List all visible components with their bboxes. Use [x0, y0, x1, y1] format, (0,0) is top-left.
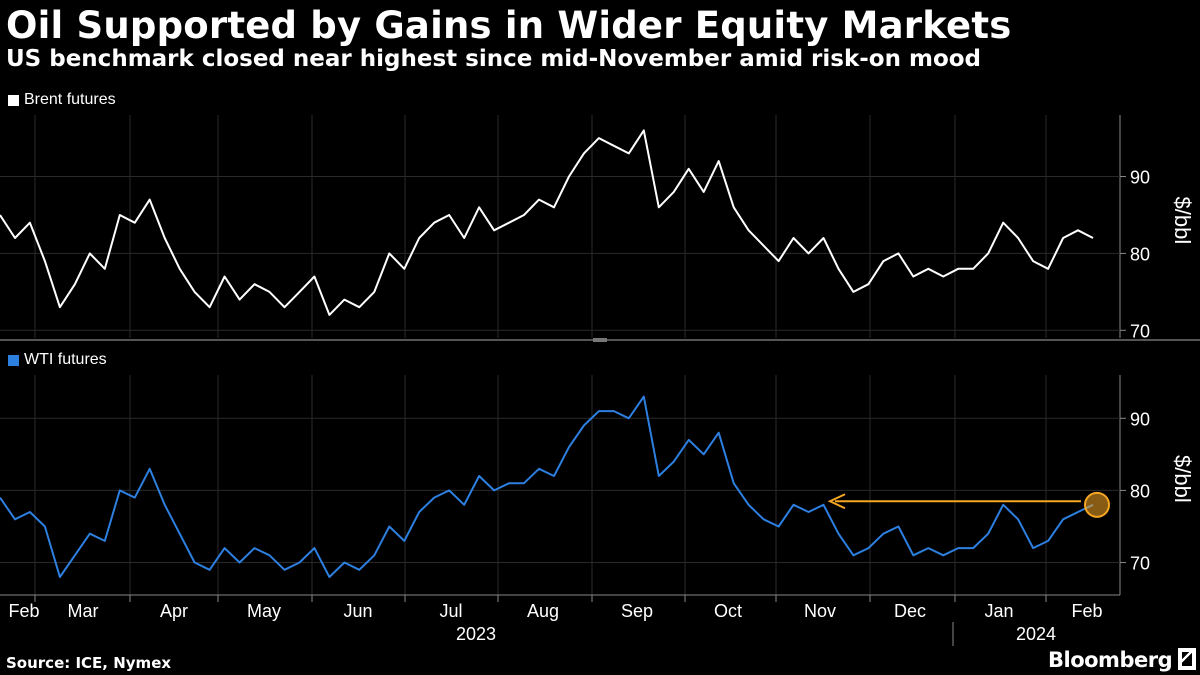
y-tick-label: 90 [1130, 168, 1150, 188]
x-tick-label: Jan [984, 601, 1013, 621]
series-line [0, 395, 1094, 578]
x-tick-label: Mar [68, 601, 99, 621]
bloomberg-mark-icon [1178, 648, 1196, 670]
x-tick-label: Dec [894, 601, 926, 621]
legend-wti: WTI futures [8, 351, 107, 369]
annotation-arrow-head [827, 493, 846, 510]
y-tick-label: 80 [1130, 244, 1150, 264]
x-tick-label: Nov [804, 601, 836, 621]
x-tick-label: Jul [439, 601, 462, 621]
x-tick-label: Aug [527, 601, 559, 621]
source-note: Source: ICE, Nymex [6, 654, 172, 672]
y-axis-label: $/bbl [1170, 197, 1195, 245]
chart-title: Oil Supported by Gains in Wider Equity M… [6, 4, 1012, 47]
legend-wti-swatch [8, 354, 19, 366]
legend-brent-label: Brent futures [24, 91, 116, 108]
series-line [0, 129, 1094, 316]
x-tick-label: Feb [1071, 601, 1102, 621]
bloomberg-logo: Bloomberg [1048, 648, 1173, 672]
x-tick-label: Sep [621, 601, 653, 621]
y-tick-label: 80 [1130, 481, 1150, 501]
legend-wti-label: WTI futures [24, 351, 107, 368]
x-year-label: 2024 [1016, 624, 1056, 644]
x-year-label: 2023 [456, 624, 496, 644]
y-tick-label: 90 [1130, 409, 1150, 429]
x-tick-label: Apr [160, 601, 188, 621]
legend-brent-swatch [8, 94, 19, 106]
y-axis-label: $/bbl [1170, 455, 1195, 503]
x-tick-label: Oct [714, 601, 742, 621]
x-tick-label: Jun [343, 601, 372, 621]
panel-divider-handle [593, 338, 607, 342]
legend-brent: Brent futures [8, 91, 116, 109]
chart-subtitle: US benchmark closed near highest since m… [6, 46, 982, 72]
x-tick-label: May [247, 601, 281, 621]
y-tick-label: 70 [1130, 554, 1150, 574]
y-tick-label: 70 [1130, 321, 1150, 341]
annotation-highlight-circle [1084, 491, 1110, 518]
x-tick-label: Feb [8, 601, 39, 621]
